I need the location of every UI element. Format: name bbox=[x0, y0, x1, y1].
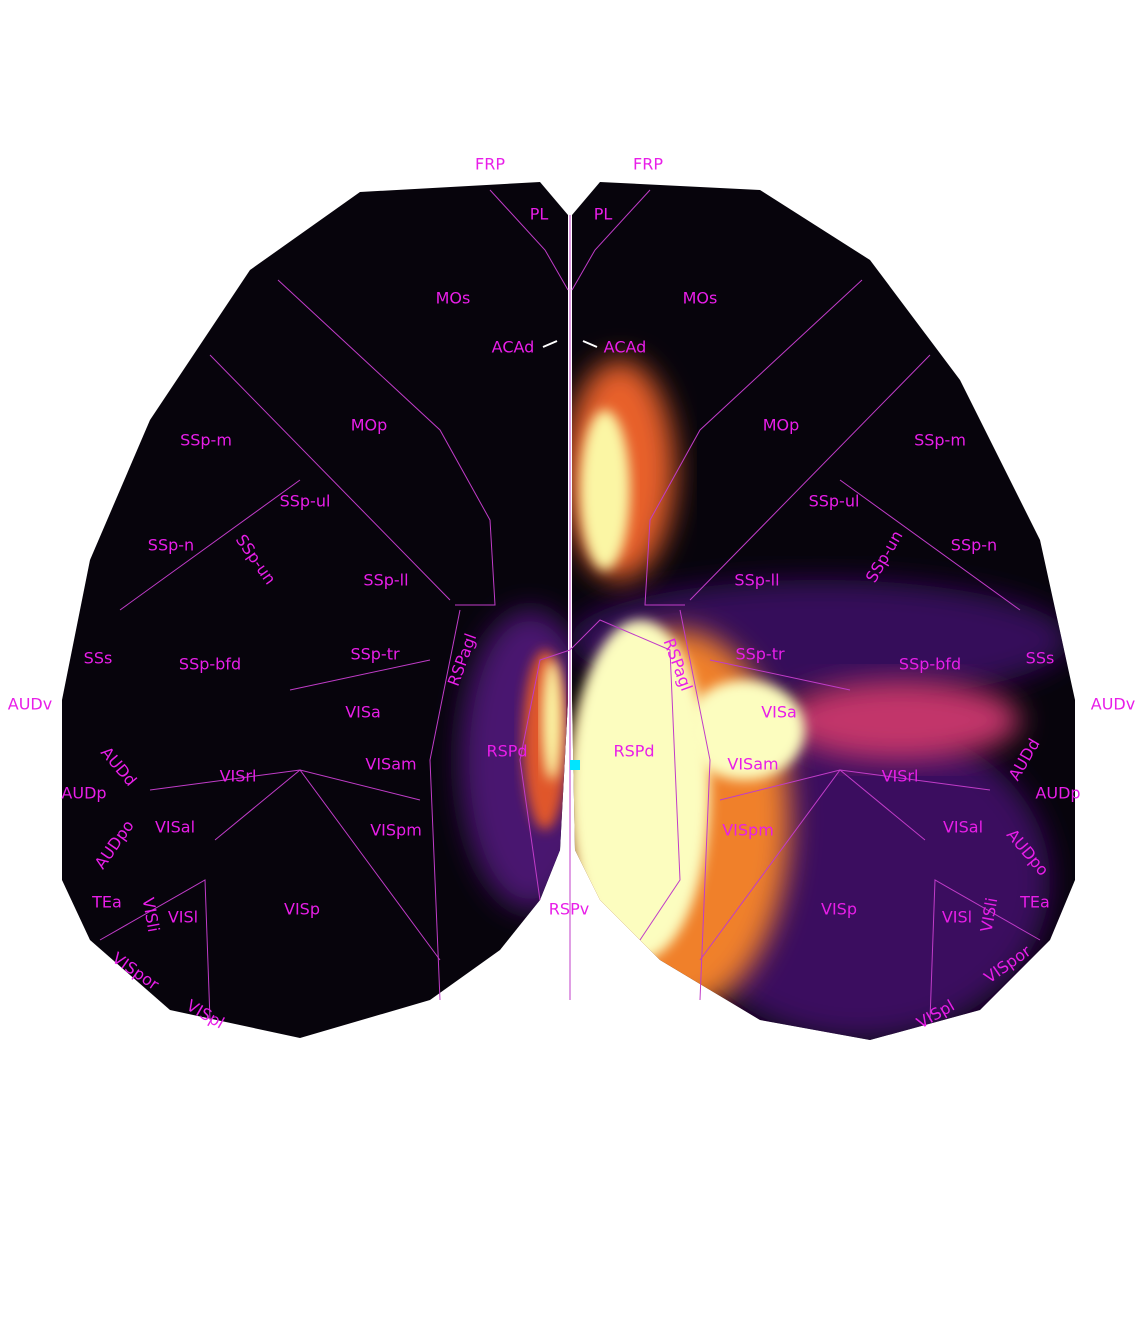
region-label: AUDp bbox=[1035, 784, 1080, 803]
region-label: VISp bbox=[284, 900, 320, 919]
region-label: VISl bbox=[168, 908, 198, 927]
region-label: MOs bbox=[683, 289, 718, 308]
region-label: VISpm bbox=[722, 821, 774, 840]
label-leader bbox=[542, 340, 598, 348]
region-label: AUDv bbox=[8, 695, 52, 714]
region-label: TEa bbox=[91, 893, 122, 912]
region-label: SSp-m bbox=[914, 431, 966, 450]
region-label: VISam bbox=[727, 755, 778, 774]
region-label: VISrl bbox=[220, 767, 257, 786]
region-label: SSp-ll bbox=[363, 571, 408, 590]
region-label: SSp-bfd bbox=[179, 655, 241, 674]
region-label: AUDp bbox=[61, 784, 106, 803]
region-label: VISrl bbox=[882, 767, 919, 786]
region-label: VISa bbox=[345, 703, 381, 722]
region-label: VISl bbox=[942, 908, 972, 927]
region-label: SSp-bfd bbox=[899, 655, 961, 674]
region-label: ACAd bbox=[492, 338, 535, 357]
region-label: MOp bbox=[351, 416, 388, 435]
region-label: VISpm bbox=[370, 821, 422, 840]
region-label: SSs bbox=[1026, 649, 1055, 668]
region-label: PL bbox=[530, 205, 549, 224]
region-label: RSPv bbox=[549, 900, 589, 919]
region-label: SSp-tr bbox=[350, 645, 400, 664]
region-boundaries bbox=[99, 189, 1041, 1021]
marker bbox=[570, 760, 580, 770]
region-label: SSs bbox=[84, 649, 113, 668]
left-hemisphere bbox=[62, 182, 568, 1038]
region-label: SSp-tr bbox=[735, 645, 785, 664]
region-label: VISal bbox=[155, 818, 195, 837]
region-label: SSp-n bbox=[148, 536, 194, 555]
region-label: VISam bbox=[365, 755, 416, 774]
region-label: RSPd bbox=[613, 742, 654, 761]
region-label: FRP bbox=[475, 155, 505, 174]
region-label: FRP bbox=[633, 155, 663, 174]
region-label: SSp-ul bbox=[280, 492, 331, 511]
region-label: ACAd bbox=[604, 338, 647, 357]
region-label: SSp-m bbox=[180, 431, 232, 450]
region-label: VISp bbox=[821, 900, 857, 919]
region-label: AUDv bbox=[1091, 695, 1135, 714]
region-label: VISal bbox=[943, 818, 983, 837]
region-label: PL bbox=[594, 205, 613, 224]
region-label: MOp bbox=[763, 416, 800, 435]
region-label: MOs bbox=[436, 289, 471, 308]
region-label: SSp-n bbox=[951, 536, 997, 555]
region-label: RSPd bbox=[486, 742, 527, 761]
region-label: TEa bbox=[1019, 893, 1050, 912]
region-label: SSp-ll bbox=[734, 571, 779, 590]
region-label: SSp-ul bbox=[809, 492, 860, 511]
right-signal bbox=[572, 360, 1070, 1040]
region-label: VISa bbox=[761, 703, 797, 722]
